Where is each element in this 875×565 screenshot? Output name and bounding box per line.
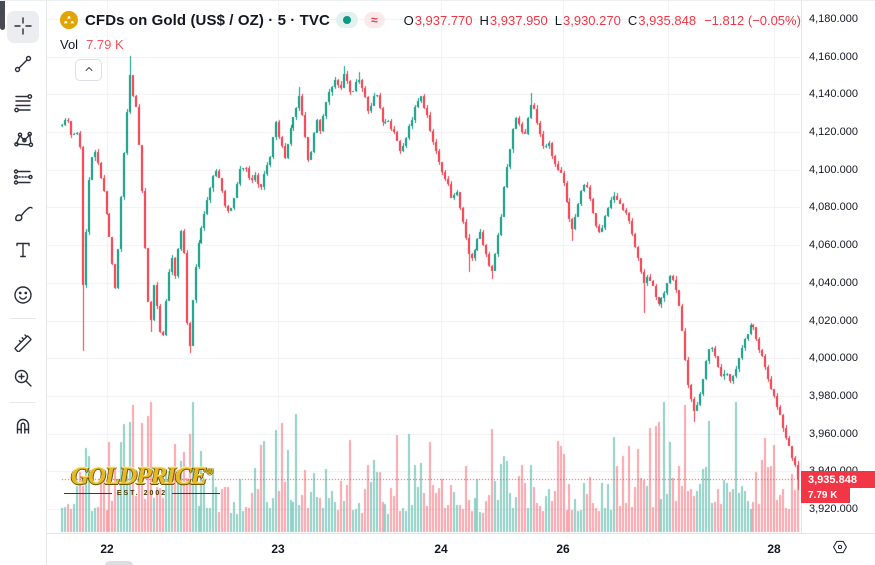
price-chart-canvas[interactable] bbox=[0, 1, 875, 533]
collapse-legend-button[interactable] bbox=[75, 59, 102, 81]
gear-icon bbox=[831, 538, 849, 559]
change-value: −1.812 (−0.05%) bbox=[704, 12, 801, 28]
time-axis-label: 22 bbox=[100, 542, 114, 556]
time-axis[interactable]: 22 23 24 26 28 bbox=[46, 533, 875, 565]
crosshair-icon bbox=[11, 14, 35, 41]
close-value: 3,935.848 bbox=[638, 12, 697, 28]
ruler-icon bbox=[11, 328, 35, 355]
corner-strip bbox=[0, 1, 5, 30]
fib-retracement-tool-button[interactable] bbox=[7, 88, 39, 120]
close-label: C bbox=[627, 12, 638, 28]
market-status-dot-icon bbox=[342, 16, 351, 24]
volume-value: 7.79 K bbox=[86, 37, 124, 52]
drawing-toolbar bbox=[0, 1, 47, 565]
low-label: L bbox=[554, 12, 562, 28]
volume-label: Vol bbox=[60, 37, 79, 52]
measure-ruler-tool-button[interactable] bbox=[7, 325, 39, 357]
low-value: 3,930.270 bbox=[563, 12, 621, 28]
xabcd-pattern-tool-button[interactable] bbox=[7, 125, 39, 157]
high-label: H bbox=[479, 12, 489, 28]
high-value: 3,937.950 bbox=[489, 12, 548, 28]
price-axis-label: 4,140.000 bbox=[809, 88, 858, 101]
open-label: O bbox=[403, 12, 414, 28]
time-axis-label: 23 bbox=[271, 542, 285, 556]
toolbar-divider bbox=[10, 318, 36, 319]
registered-mark: ® bbox=[206, 466, 214, 477]
price-axis[interactable]: 4,180.000 4,160.000 4,140.000 4,120.000 4,10… bbox=[801, 1, 875, 533]
long-short-position-tool-button[interactable] bbox=[7, 162, 39, 194]
time-axis-label: 28 bbox=[767, 542, 781, 556]
price-axis-label: 3,980.000 bbox=[809, 389, 858, 402]
price-axis-label: 4,020.000 bbox=[809, 314, 858, 327]
goldprice-watermark: GOLDPRICE® EST. 2002 bbox=[64, 464, 220, 497]
magnet-icon bbox=[11, 413, 35, 440]
brush-tool-button[interactable] bbox=[7, 198, 39, 230]
price-axis-label: 4,040.000 bbox=[809, 276, 858, 289]
symbol-title[interactable]: CFDs on Gold (US$ / OZ) · 5 · TVC bbox=[85, 11, 330, 29]
price-axis-label: 4,060.000 bbox=[809, 239, 858, 252]
price-axis-label: 3,960.000 bbox=[809, 427, 858, 440]
chevron-up-icon bbox=[82, 62, 96, 79]
volume-value-badge: 7.79 K bbox=[801, 488, 850, 503]
brush-icon bbox=[11, 201, 35, 228]
crosshair-tool-button[interactable] bbox=[7, 11, 39, 43]
trend-line-icon bbox=[11, 52, 35, 79]
time-axis-label: 24 bbox=[434, 542, 448, 556]
price-axis-label: 4,000.000 bbox=[809, 352, 858, 365]
toolbar-divider bbox=[10, 402, 36, 403]
gold-coin-icon bbox=[60, 11, 78, 29]
last-price-badge: 3,935.848 bbox=[801, 471, 875, 488]
goldprice-est-text: EST. 2002 bbox=[64, 490, 220, 497]
volume-row: Vol 7.79 K bbox=[60, 37, 801, 52]
text-tool-button[interactable] bbox=[7, 235, 39, 267]
open-value: 3,937.770 bbox=[414, 12, 473, 28]
trend-line-tool-button[interactable] bbox=[7, 49, 39, 81]
zoom-in-icon bbox=[11, 366, 35, 393]
price-axis-label: 4,120.000 bbox=[809, 126, 858, 139]
chart-legend: CFDs on Gold (US$ / OZ) · 5 · TVC ≈ O 3,9… bbox=[60, 10, 801, 81]
price-axis-label: 4,180.000 bbox=[809, 13, 858, 25]
goldprice-brand-text: GOLDPRICE® bbox=[70, 463, 214, 490]
time-axis-label: 26 bbox=[556, 542, 570, 556]
fib-retracement-icon bbox=[11, 91, 35, 118]
axis-settings-button[interactable] bbox=[829, 538, 851, 558]
symbol-row: CFDs on Gold (US$ / OZ) · 5 · TVC ≈ O 3,9… bbox=[60, 10, 801, 30]
scrollbar-pill[interactable] bbox=[105, 561, 133, 565]
magnet-tool-button[interactable] bbox=[7, 410, 39, 442]
price-axis-label: 4,080.000 bbox=[809, 201, 858, 214]
xabcd-pattern-icon bbox=[11, 128, 35, 155]
emoji-icon bbox=[11, 283, 35, 310]
text-icon bbox=[11, 238, 35, 265]
ohlc-values: O 3,937.770 H 3,937.950 L 3,930.270 C 3,935.… bbox=[397, 13, 801, 28]
price-axis-label: 3,920.000 bbox=[809, 503, 858, 515]
emoji-tool-button[interactable] bbox=[7, 280, 39, 312]
price-axis-label: 4,160.000 bbox=[809, 50, 858, 63]
zoom-in-tool-button[interactable] bbox=[7, 363, 39, 395]
market-status-badge[interactable] bbox=[335, 12, 358, 28]
price-axis-label: 4,100.000 bbox=[809, 163, 858, 176]
approx-price-badge[interactable]: ≈ bbox=[363, 12, 385, 28]
long-short-position-icon bbox=[11, 165, 35, 192]
